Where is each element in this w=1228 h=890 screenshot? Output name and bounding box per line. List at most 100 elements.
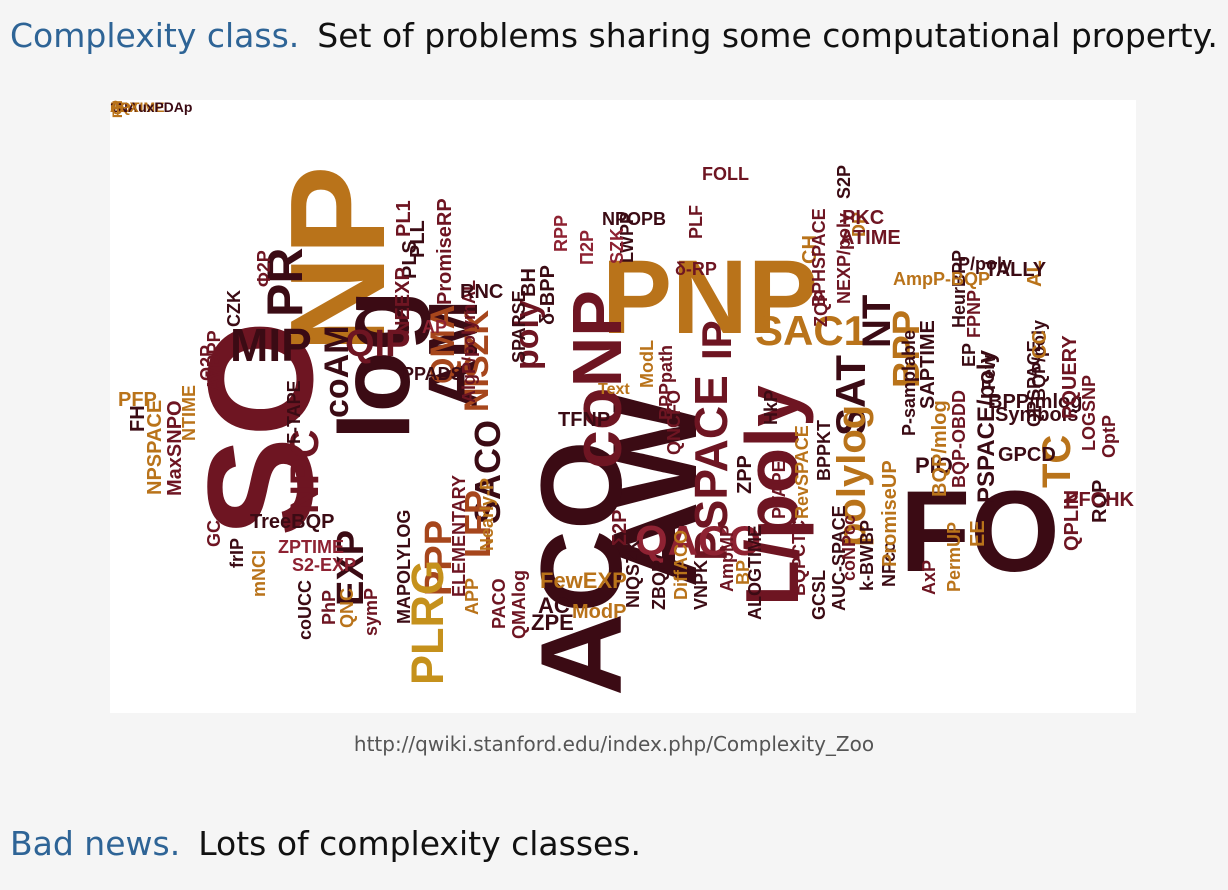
cloud-word: BPPpath (656, 344, 676, 420)
cloud-word: OptP (1099, 415, 1119, 458)
cloud-word: QACO (635, 517, 761, 564)
cloud-word: coNPcc (839, 514, 859, 581)
cloud-word: CC (1029, 330, 1051, 359)
cloud-word: TFNP (558, 409, 611, 431)
cloud-word: ModL (637, 340, 657, 388)
cloud-word: EE (967, 520, 989, 547)
cloud-word: ALOGTIME (745, 525, 765, 620)
cloud-word: BQTIME (110, 100, 165, 115)
cloud-word: Few (979, 354, 999, 390)
cloud-word: PFCHK (1065, 489, 1134, 511)
cloud-word: BQP/mlog (929, 400, 951, 497)
cloud-word: PIO (915, 453, 953, 478)
cloud-word: NEEXP (392, 267, 414, 335)
term-bad-news: Bad news. (10, 824, 181, 863)
cloud-word: NIQSZK (623, 539, 643, 608)
cloud-word: SAPTIME (917, 320, 939, 409)
cloud-word: NEXP/poly (834, 212, 854, 304)
cloud-word: SZK (607, 228, 627, 264)
cloud-word: QIP (345, 323, 411, 365)
cloud-word: δ-BPP (537, 265, 559, 325)
cloud-word: PromiseUP (879, 460, 901, 567)
footer-line: Bad news. Lots of complexity classes. (10, 824, 641, 863)
cloud-word: P-samplable (899, 329, 919, 436)
cloud-word: AP (422, 317, 448, 337)
cloud-word: AmpP-BQP (893, 269, 991, 289)
cloud-word: PACO (489, 578, 509, 629)
cloud-word: LOGSNP (1079, 374, 1099, 451)
cloud-word: NTIME (179, 385, 199, 441)
cloud-word: coAM (318, 325, 356, 418)
cloud-word: Text (598, 381, 630, 398)
source-url: http://qwiki.stanford.edu/index.php/Comp… (353, 732, 875, 756)
cloud-word: S2P (834, 164, 854, 199)
cloud-word: FOLL (702, 164, 749, 184)
cloud-word: F-TAPE (284, 380, 304, 444)
cloud-word: PhP (319, 589, 339, 625)
cloud-word: HkP (761, 389, 781, 425)
cloud-word: P/poly (958, 254, 1013, 274)
cloud-word: MIP (230, 319, 312, 371)
cloud-word: Φ2P (254, 250, 274, 287)
cloud-word: APP (462, 577, 482, 615)
cloud-word: MAPOLYLOG (394, 509, 414, 624)
cloud-word: IP (693, 320, 740, 360)
cloud-word: FP (110, 100, 125, 118)
statement-text: Lots of complexity classes. (198, 824, 641, 863)
cloud-word: PKC (842, 207, 885, 229)
cloud-word: SPARSE (509, 290, 529, 363)
cloud-word: QNC (337, 588, 357, 628)
cloud-word: frIP (227, 537, 247, 568)
cloud-word: ATIME (840, 227, 901, 249)
cloud-word: PQUERY (1059, 335, 1081, 419)
cloud-word: ZBQP (649, 559, 669, 610)
cloud-word: BQPCTC (789, 520, 809, 596)
cloud-word: APX (110, 100, 139, 115)
word-cloud-panel: SO NP log PNP AW ACO FO L/poly coNP AM MIP PR QIP coA… (110, 100, 1136, 713)
cloud-word: FH (127, 405, 149, 432)
cloud-word: coNP (558, 290, 636, 469)
term-complexity-class: Complexity class. (10, 16, 300, 55)
cloud-word: BPP/mlog (988, 391, 1083, 413)
cloud-word: BPHSPACE (809, 208, 829, 307)
cloud-word: EP (959, 342, 979, 367)
cloud-word: ModP (572, 601, 627, 623)
cloud-word: GPCD (998, 444, 1056, 466)
cloud-word: Symbols (995, 404, 1079, 426)
cloud-word: AVBPP (204, 330, 224, 391)
cloud-word: PNP (602, 239, 818, 356)
cloud-word: Nearly-P (477, 477, 497, 551)
cloud-word: VNPK (691, 559, 711, 610)
cloud-word: PPADS (402, 364, 463, 384)
cloud-word: PLF (686, 205, 706, 239)
cloud-word: TALLY (985, 259, 1047, 281)
cloud-word: AxP (919, 559, 939, 595)
cloud-word: BQP-OBDD (949, 390, 969, 488)
cloud-word: coUCC (295, 579, 315, 640)
cloud-word: NPOPB (602, 209, 667, 229)
cloud-word: symP (361, 587, 381, 636)
cloud-word: BPPKT (814, 419, 834, 481)
cloud-word: ZPE (531, 610, 574, 635)
cloud-word: k-BWBP (857, 520, 877, 591)
cloud-word: RNC (460, 281, 504, 303)
cloud-word: PTAPE (769, 460, 789, 519)
cloud-word: ZPTIME (278, 537, 344, 557)
cloud-word: RevSPACE (792, 425, 812, 519)
cloud-word: FewEXP (540, 568, 627, 593)
cloud-word: 1NAuxPDAp (110, 100, 193, 115)
cloud-word: PFP (118, 389, 157, 411)
definition-text: Set of problems sharing some computation… (317, 16, 1218, 55)
cloud-word: GC (204, 520, 224, 547)
cloud-word: SAC1 (755, 307, 868, 354)
cloud-word: PromiseRP (434, 198, 456, 305)
cloud-word: RPP (551, 214, 571, 252)
cloud-word: mNCI (249, 549, 269, 597)
cloud-word: ZPP (734, 455, 756, 494)
word-cloud: SO NP log PNP AW ACO FO L/poly coNP AM MIP PR QIP coA… (110, 100, 1136, 713)
cloud-word: PermUP (944, 521, 964, 592)
cloud-word: CZK (224, 290, 244, 327)
cloud-word: δ-RP (675, 259, 717, 279)
cloud-word: TreeBQP (250, 511, 335, 533)
heading-line: Complexity class. Set of problems sharing… (10, 16, 1218, 55)
